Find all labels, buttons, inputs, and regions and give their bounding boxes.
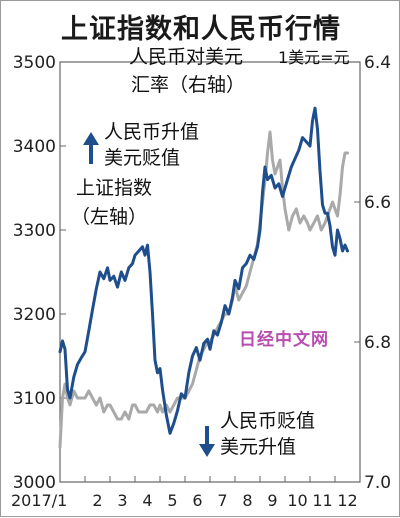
- rmb-up-line2: 美元贬值: [104, 147, 180, 169]
- left-tick-label-1: 3100: [13, 389, 56, 409]
- x-axis-ticks: 2017/1 2 3 4 5 6 7 8 9 10 11 12: [11, 476, 358, 510]
- rate-label-line1: 人民币对美元: [129, 46, 243, 68]
- x-tick-label-5: 6: [192, 491, 202, 510]
- x-tick-label-8: 9: [267, 491, 277, 510]
- rmb-up-line1: 人民币升值: [104, 121, 199, 143]
- right-tick-label-0: 6.4: [364, 53, 391, 73]
- x-tick-label-3: 4: [142, 491, 152, 510]
- x-tick-label-10: 11: [312, 491, 332, 510]
- right-axis-ticks: 6.4 6.6 6.8 7.0: [354, 53, 391, 493]
- right-tick-label-3: 7.0: [364, 473, 391, 493]
- x-tick-label-1: 2: [92, 491, 102, 510]
- x-tick-label-0: 2017/1: [11, 491, 67, 510]
- series-lines: [58, 106, 349, 449]
- index-label-line1: 上证指数: [76, 177, 152, 199]
- x-tick-label-9: 10: [287, 491, 307, 510]
- right-tick-label-2: 6.8: [364, 333, 391, 353]
- down-arrow-icon: [199, 426, 215, 457]
- left-tick-label-3: 3300: [13, 221, 56, 241]
- left-tick-label-5: 3500: [13, 53, 56, 73]
- left-tick-label-0: 3000: [13, 473, 56, 493]
- index-label-line2: （左轴）: [71, 206, 147, 228]
- left-tick-label-4: 3400: [13, 137, 56, 157]
- x-tick-label-4: 5: [167, 491, 177, 510]
- up-arrow-icon: [83, 132, 99, 164]
- x-tick-label-7: 8: [242, 491, 252, 510]
- left-axis-ticks: 3000 3100 3200 3300 3400 3500: [13, 53, 66, 493]
- x-tick-label-6: 7: [217, 491, 227, 510]
- shanghai-index-series-line: [58, 106, 349, 435]
- unit-label: 1美元=元: [278, 48, 350, 67]
- x-tick-label-2: 3: [117, 491, 127, 510]
- rmb-down-line1: 人民币贬值: [220, 410, 315, 432]
- rmb-down-line2: 美元升值: [220, 436, 296, 458]
- x-tick-label-11: 12: [337, 491, 357, 510]
- rate-label-line2: 汇率（右轴）: [131, 74, 245, 96]
- chart-title: 上证指数和人民币行情: [61, 14, 341, 45]
- right-tick-label-1: 6.6: [364, 193, 391, 213]
- left-tick-label-2: 3200: [13, 305, 56, 325]
- watermark: 日经中文网: [239, 329, 329, 350]
